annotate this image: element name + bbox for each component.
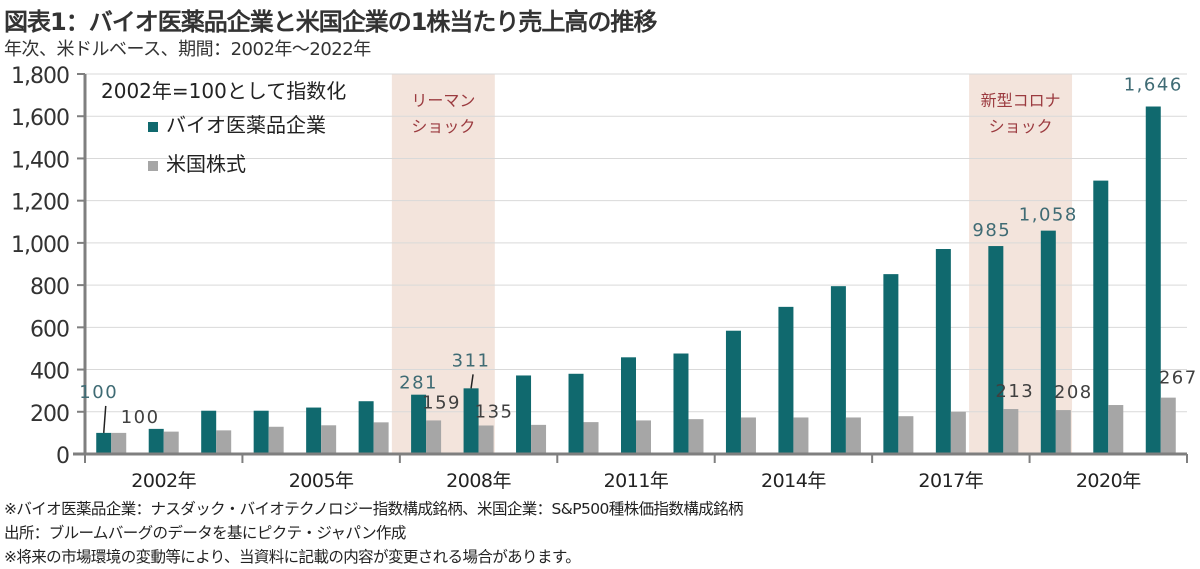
data-label-leader bbox=[102, 405, 107, 433]
data-label: 281 bbox=[399, 373, 438, 394]
y-tick-label: 1,200 bbox=[11, 191, 69, 216]
chart-title: 図表1：バイオ医薬品企業と米国企業の1株当たり売上高の推移 bbox=[4, 8, 657, 36]
bar-biotech bbox=[411, 394, 427, 454]
legend-swatch-us-stocks bbox=[148, 161, 158, 171]
bar-us-stocks bbox=[111, 432, 127, 454]
bar-us-stocks bbox=[898, 416, 914, 454]
y-tick-label: 400 bbox=[30, 360, 69, 385]
axes: 0 200 400 600 800 1,000 1,200 1,400 1,600 1,800 20… bbox=[11, 64, 1188, 492]
footnote-disclaimer: ※将来の市場環境の変動等により、当資料に記載の内容が変更される場合があります。 bbox=[4, 548, 581, 566]
bar-biotech bbox=[516, 375, 532, 454]
bar-biotech bbox=[1040, 230, 1056, 454]
bar-biotech bbox=[673, 353, 689, 454]
bar-biotech bbox=[201, 410, 217, 454]
shaded-period-label: ショック bbox=[411, 117, 475, 136]
data-label-leader bbox=[470, 374, 474, 389]
data-label: 213 bbox=[995, 381, 1034, 402]
data-label: 1,058 bbox=[1019, 205, 1078, 226]
shaded-period-label: リーマン bbox=[411, 91, 475, 110]
bar-us-stocks bbox=[950, 411, 966, 454]
footnote-constituents: ※バイオ医薬品企業：ナスダック・バイオテクノロジー指数構成銘柄、米国企業：S&P… bbox=[4, 500, 744, 518]
data-label: 135 bbox=[475, 402, 514, 423]
data-label: 208 bbox=[1054, 382, 1093, 403]
bar-biotech bbox=[253, 410, 269, 454]
bars bbox=[96, 106, 1176, 454]
bar-us-stocks bbox=[845, 417, 861, 454]
shaded-period-label: ショック bbox=[989, 117, 1053, 136]
y-tick-label: 0 bbox=[56, 444, 69, 469]
legend-swatch-biotech bbox=[148, 122, 158, 132]
bar-us-stocks bbox=[740, 417, 756, 454]
bar-us-stocks bbox=[1003, 409, 1019, 454]
bar-us-stocks bbox=[793, 417, 809, 454]
bar-us-stocks bbox=[373, 422, 389, 454]
bar-biotech bbox=[725, 330, 741, 454]
y-tick-label: 200 bbox=[30, 402, 69, 427]
legend-label: バイオ医薬品企業 bbox=[166, 113, 326, 137]
data-label: 311 bbox=[452, 350, 491, 371]
y-tick-label: 1,000 bbox=[11, 233, 69, 258]
bar-biotech bbox=[883, 274, 899, 454]
x-tick-label: 2002年 bbox=[131, 470, 196, 492]
bar-biotech bbox=[1145, 106, 1161, 454]
bar-biotech bbox=[306, 407, 322, 454]
bar-biotech bbox=[830, 286, 846, 454]
bar-biotech bbox=[988, 246, 1004, 454]
bar-biotech bbox=[568, 373, 584, 454]
bar-us-stocks bbox=[426, 420, 442, 454]
bar-us-stocks bbox=[1055, 410, 1071, 454]
bar-biotech bbox=[621, 357, 636, 454]
bar-biotech bbox=[1093, 180, 1109, 454]
y-tick-label: 1,600 bbox=[11, 106, 69, 131]
x-tick-label: 2011年 bbox=[604, 470, 669, 492]
x-tick-label: 2017年 bbox=[918, 470, 983, 492]
bar-us-stocks bbox=[478, 425, 494, 454]
bar-us-stocks bbox=[531, 424, 547, 454]
x-tick-label: 2020年 bbox=[1076, 470, 1141, 492]
bar-us-stocks bbox=[1160, 397, 1176, 454]
bar-biotech bbox=[778, 306, 794, 454]
y-tick-label: 1,800 bbox=[11, 64, 69, 89]
footnote-source: 出所：ブルームバーグのデータを基にピクテ・ジャパン作成 bbox=[4, 524, 406, 542]
data-label: 159 bbox=[422, 392, 461, 413]
index-note: 2002年=100として指数化 bbox=[101, 79, 346, 103]
bar-us-stocks bbox=[163, 431, 179, 454]
bar-biotech bbox=[96, 432, 112, 454]
bar-biotech bbox=[935, 249, 951, 454]
bar-us-stocks bbox=[216, 430, 232, 454]
bar-us-stocks bbox=[268, 426, 284, 454]
x-tick-label: 2008年 bbox=[446, 470, 511, 492]
data-label: 267 bbox=[1159, 368, 1198, 389]
data-label: 100 bbox=[121, 407, 160, 428]
shaded-period-label: 新型コロナ bbox=[981, 91, 1061, 110]
bar-us-stocks bbox=[688, 419, 704, 454]
bar-us-stocks bbox=[1108, 405, 1124, 454]
data-label: 100 bbox=[79, 382, 118, 403]
legend-label: 米国株式 bbox=[166, 152, 246, 176]
bar-biotech bbox=[358, 401, 374, 454]
y-tick-label: 1,400 bbox=[11, 148, 69, 173]
x-tick-label: 2014年 bbox=[761, 470, 826, 492]
footnotes: ※バイオ医薬品企業：ナスダック・バイオテクノロジー指数構成銘柄、米国企業：S&P… bbox=[4, 497, 744, 569]
chart-subtitle: 年次、米ドルベース、期間：2002年～2022年 bbox=[4, 39, 371, 60]
bar-biotech bbox=[148, 428, 164, 454]
x-tick-label: 2005年 bbox=[289, 470, 354, 492]
bar-us-stocks bbox=[583, 422, 599, 454]
bar-us-stocks bbox=[321, 425, 337, 454]
bar-biotech bbox=[463, 388, 479, 454]
y-tick-label: 800 bbox=[30, 275, 69, 300]
data-label: 1,646 bbox=[1124, 75, 1183, 96]
data-label: 985 bbox=[972, 220, 1011, 241]
y-tick-label: 600 bbox=[30, 317, 69, 342]
bar-us-stocks bbox=[636, 420, 651, 454]
